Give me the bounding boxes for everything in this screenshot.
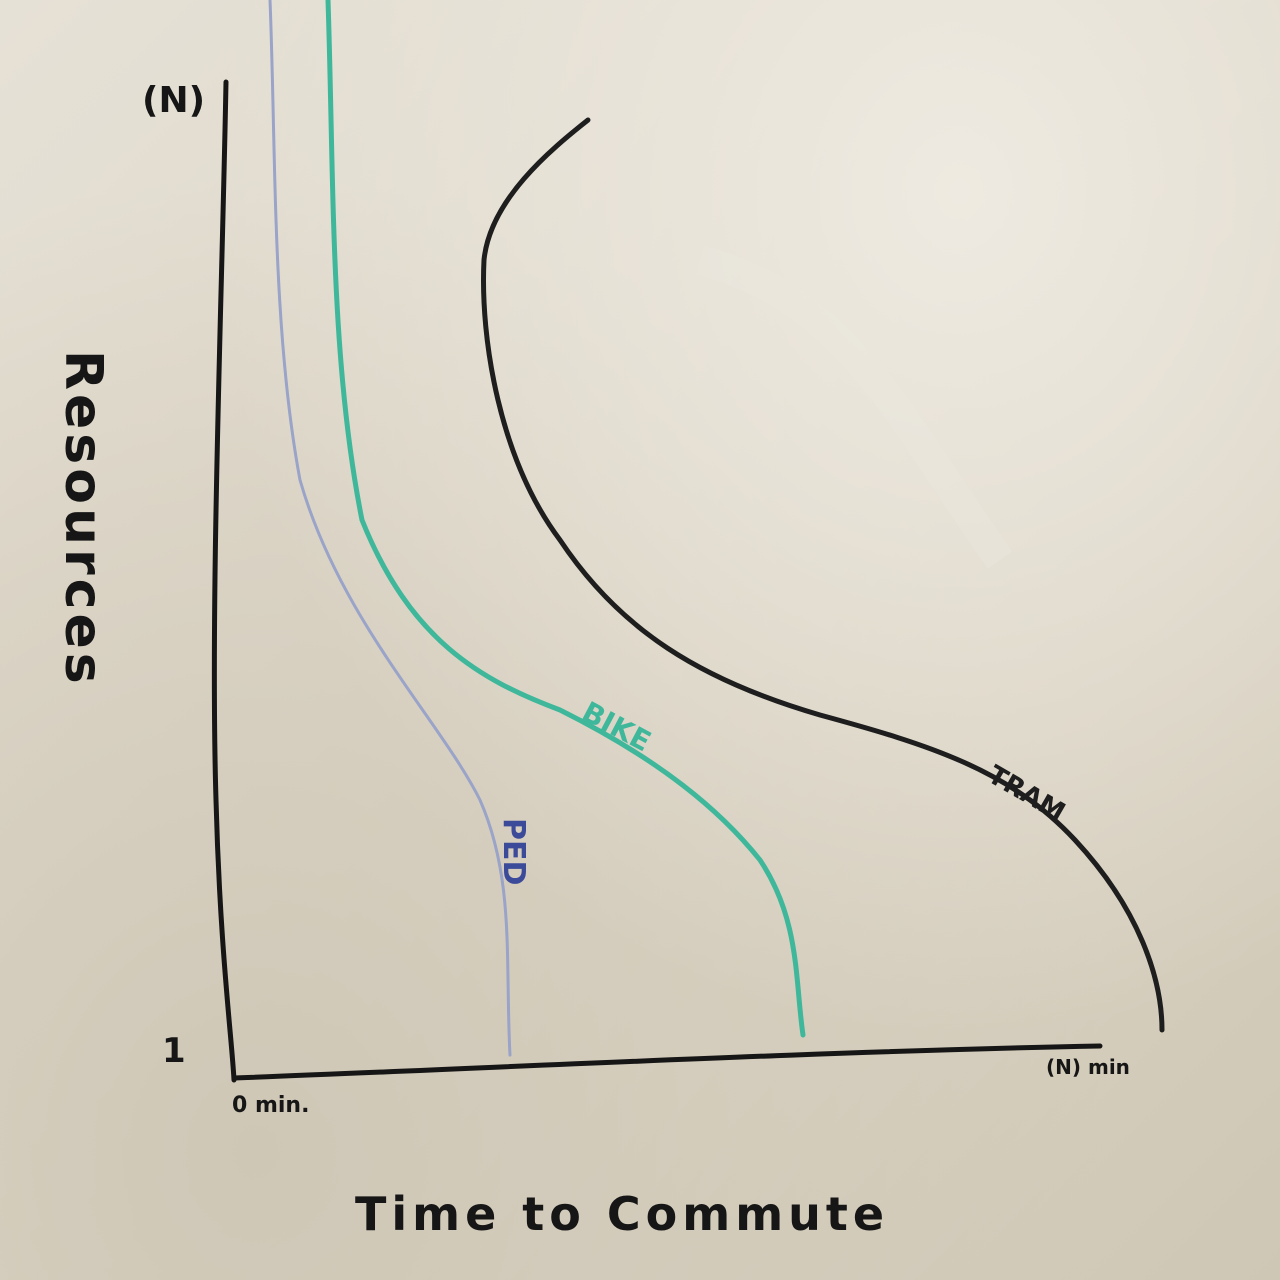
tram-curve	[481, 117, 1165, 1033]
glare-streak	[696, 245, 1013, 569]
y-axis-title: Resources	[53, 350, 113, 688]
bike-curve	[325, 0, 806, 1038]
ped-curve	[268, 0, 512, 1057]
y-axis-bottom-label: 1	[162, 1031, 186, 1071]
y-axis-top-label: (N)	[142, 80, 205, 121]
tram-label: TRAM	[983, 760, 1071, 828]
ped-label: PED	[496, 818, 531, 885]
y-axis-line	[211, 79, 237, 1083]
x-axis-end-label: (N) min	[1046, 1055, 1130, 1079]
bike-label: BIKE	[577, 695, 657, 758]
x-axis-line	[231, 1043, 1103, 1081]
x-axis-title: Time to Commute	[355, 1187, 889, 1241]
x-axis-start-label: 0 min.	[232, 1093, 309, 1118]
